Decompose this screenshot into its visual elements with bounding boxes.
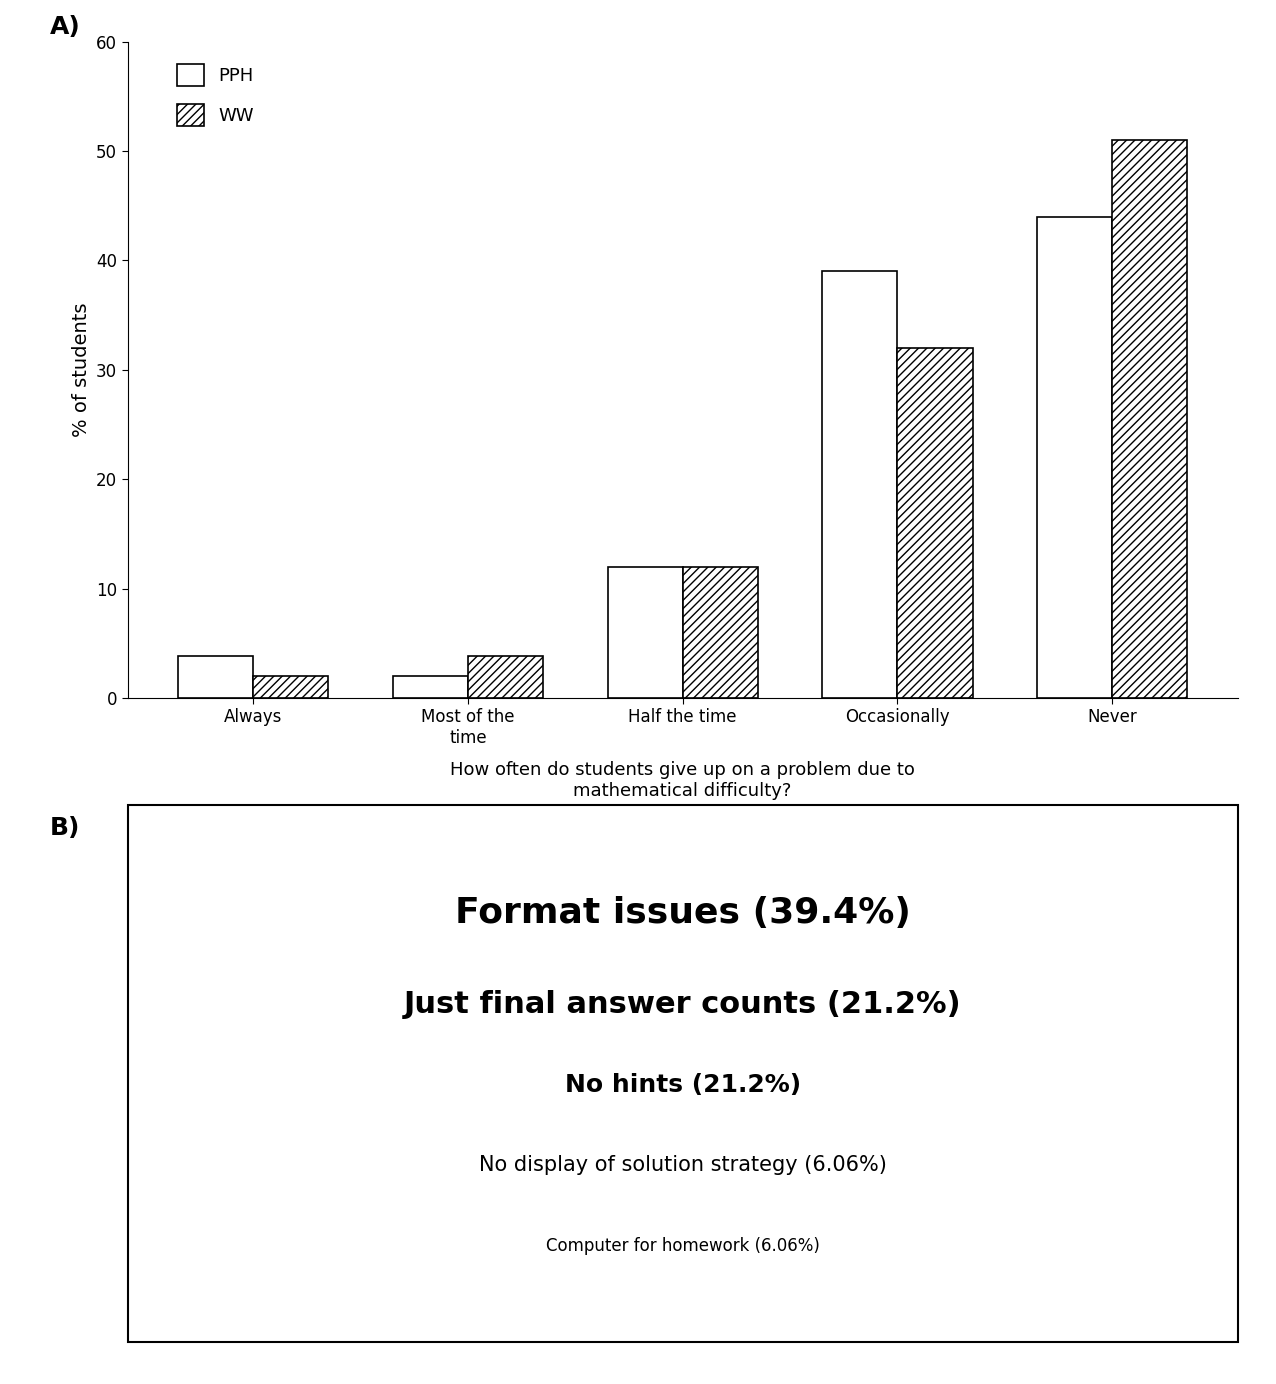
Bar xyxy=(1037,216,1113,698)
Bar xyxy=(607,566,683,698)
Text: B): B) xyxy=(50,817,80,840)
Bar xyxy=(822,271,897,698)
Text: No display of solution strategy (6.06%): No display of solution strategy (6.06%) xyxy=(478,1156,887,1175)
Text: Computer for homework (6.06%): Computer for homework (6.06%) xyxy=(546,1237,819,1255)
Bar xyxy=(179,656,253,698)
Bar xyxy=(1113,140,1187,698)
Bar xyxy=(468,656,544,698)
Text: A): A) xyxy=(50,15,80,39)
Y-axis label: % of students: % of students xyxy=(71,303,91,437)
FancyBboxPatch shape xyxy=(128,805,1238,1342)
Text: Format issues (39.4%): Format issues (39.4%) xyxy=(454,895,911,930)
Bar xyxy=(253,677,328,698)
X-axis label: How often do students give up on a problem due to
mathematical difficulty?: How often do students give up on a probl… xyxy=(450,761,915,800)
Legend: PPH, WW: PPH, WW xyxy=(170,57,262,134)
Bar xyxy=(393,677,468,698)
Bar xyxy=(683,566,758,698)
Bar xyxy=(897,347,972,698)
Text: No hints (21.2%): No hints (21.2%) xyxy=(564,1073,801,1096)
Text: Just final answer counts (21.2%): Just final answer counts (21.2%) xyxy=(403,990,962,1019)
